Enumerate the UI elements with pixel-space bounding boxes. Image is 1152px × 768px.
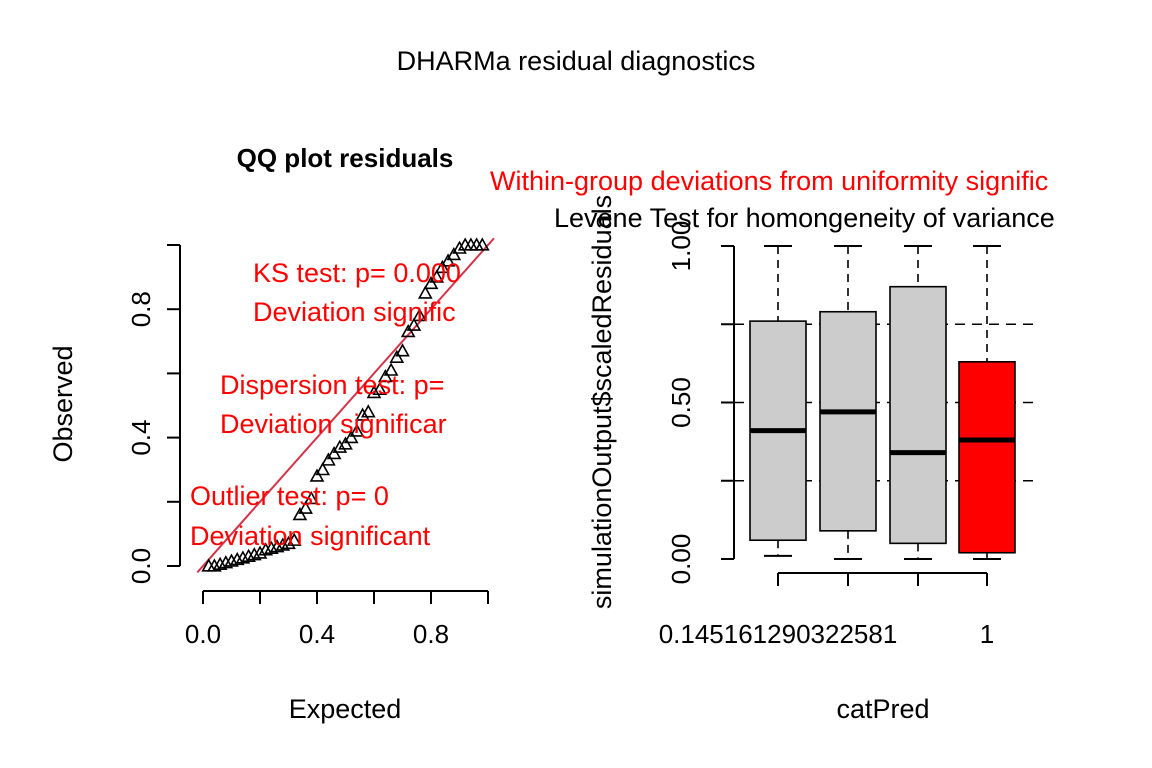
qq-plot-title: QQ plot residuals <box>237 143 454 173</box>
boxplot-title-line: Within-group deviations from uniformity … <box>490 166 1048 196</box>
qq-point <box>269 539 285 553</box>
qq-y-tick-label: 0.4 <box>126 420 156 456</box>
qq-point <box>286 532 302 546</box>
qq-x-tick-label: 0.8 <box>413 619 449 649</box>
qq-test-annotation: Dispersion test: p= <box>220 370 444 400</box>
qq-y-tick-label: 0.0 <box>126 548 156 584</box>
qq-point <box>292 506 308 521</box>
qq-point <box>229 551 245 566</box>
boxplot-y-tick-label: 0.50 <box>666 377 696 428</box>
qq-test-annotation: Deviation significar <box>220 409 447 439</box>
boxplot-boxes <box>749 245 1016 560</box>
qq-test-annotation: Deviation significant <box>190 521 431 551</box>
qq-point <box>412 307 427 322</box>
qq-point <box>435 259 450 274</box>
qq-point <box>389 349 405 363</box>
qq-point <box>326 446 342 460</box>
qq-point <box>349 423 365 437</box>
qq-point <box>400 324 416 338</box>
boxplot-title-line: Levene Test for homongeneity of variance <box>554 203 1055 233</box>
boxplot-titles: Within-group deviations from uniformity … <box>490 166 1055 233</box>
qq-point <box>452 240 467 254</box>
qq-point <box>474 237 490 251</box>
qq-point <box>275 537 291 551</box>
qq-x-tick-label: 0.4 <box>299 619 335 649</box>
boxplot-axes: 0.00 0.50 1.00 0.145161290322581 1 <box>659 221 1034 649</box>
qq-point <box>218 555 234 569</box>
qq-plot-panel: QQ plot residuals Expected Observed 0.0 0… <box>48 143 495 724</box>
qq-point <box>264 540 279 554</box>
qq-point <box>258 542 274 556</box>
qq-reference-line <box>196 237 495 574</box>
qq-point <box>440 253 456 267</box>
qq-annotations: KS test: p= 0.000 Deviation signific Dispe… <box>190 258 461 551</box>
main-title: DHARMa residual diagnostics <box>397 46 756 76</box>
qq-y-tick-label: 0.8 <box>126 291 156 327</box>
qq-point <box>224 553 239 567</box>
boxplot-x-tick-label: 0.145161290322581 <box>659 619 898 649</box>
qq-point <box>395 343 410 357</box>
qq-test-annotation: KS test: p= 0.000 <box>253 258 461 288</box>
qq-test-annotation: Outlier test: p= 0 <box>190 481 389 511</box>
qq-point <box>212 556 228 570</box>
qq-point <box>366 385 382 399</box>
boxplot-box <box>819 310 877 532</box>
qq-point <box>252 545 268 559</box>
qq-point <box>321 452 336 466</box>
qq-test-annotation: Deviation signific <box>253 297 456 327</box>
qq-point <box>406 317 422 331</box>
qq-point <box>360 404 376 418</box>
qq-point <box>332 439 348 453</box>
qq-point <box>446 246 462 261</box>
qq-point <box>235 550 251 564</box>
qq-point <box>298 500 313 514</box>
qq-point <box>241 548 256 562</box>
qq-axes: 0.0 0.4 0.8 0.0 0.4 0.8 <box>126 237 495 649</box>
boxplot-box <box>889 285 947 545</box>
qq-points <box>201 237 490 572</box>
qq-point <box>281 535 296 550</box>
qq-point <box>355 407 370 421</box>
boxplot-y-axis-label: simulationOutput$scaledResiduals <box>587 195 617 609</box>
qq-x-axis-label: Expected <box>289 694 402 724</box>
qq-point <box>429 269 445 283</box>
qq-point <box>303 490 319 505</box>
boxplot-x-axis-label: catPred <box>836 694 929 724</box>
qq-point <box>309 468 325 482</box>
qq-point <box>372 381 388 396</box>
qq-point <box>417 285 433 299</box>
boxplot-x-tick-label: 1 <box>980 619 994 649</box>
levene-boxplot-panel: catPred simulationOutput$scaledResiduals… <box>490 166 1055 724</box>
boxplot-box <box>958 361 1016 554</box>
qq-point <box>383 362 399 376</box>
qq-point <box>378 368 393 383</box>
qq-y-axis-label: Observed <box>48 345 78 462</box>
boxplot-y-tick-label: 0.00 <box>666 534 696 585</box>
qq-x-tick-label: 0.0 <box>185 619 221 649</box>
qq-point <box>423 275 439 290</box>
qq-point <box>343 429 359 444</box>
qq-point <box>338 436 353 450</box>
qq-point <box>207 558 222 572</box>
qq-point <box>315 462 331 476</box>
qq-point <box>246 547 262 561</box>
boxplot-y-tick-label: 1.00 <box>666 221 696 272</box>
